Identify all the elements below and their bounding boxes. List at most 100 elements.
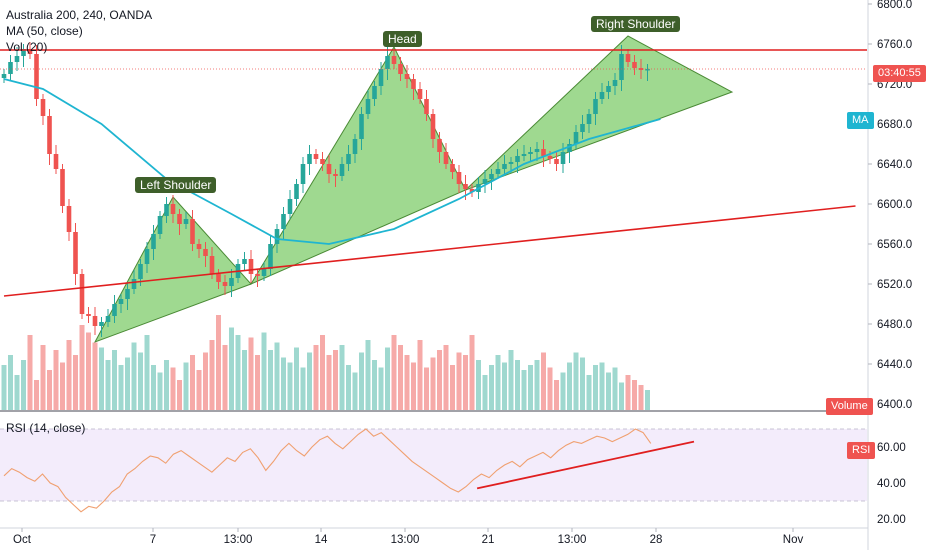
candle-body xyxy=(489,174,494,179)
time-tick-label: 28 xyxy=(650,534,663,546)
candle-body xyxy=(482,179,488,184)
rsi-tick-label: 60.00 xyxy=(877,442,906,454)
candle-body xyxy=(112,304,117,316)
volume-bar xyxy=(417,340,423,410)
volume-bar xyxy=(599,362,605,410)
volume-bar xyxy=(177,380,182,410)
rsi-tick-label: 40.00 xyxy=(877,478,906,490)
rsi-line xyxy=(3,428,652,513)
price-tick-label: 6480.0 xyxy=(877,319,912,331)
candle-body xyxy=(365,99,371,114)
candle-body xyxy=(534,149,540,152)
volume-bar xyxy=(209,340,215,410)
volume-bar xyxy=(190,355,195,410)
rsi-legend[interactable]: RSI (14, close) xyxy=(6,421,86,435)
price-panel[interactable] xyxy=(0,35,867,343)
volume-bar xyxy=(443,345,449,410)
rsi-tick-label: 20.00 xyxy=(877,514,906,526)
candle-body xyxy=(359,114,364,139)
volume-bar xyxy=(554,380,559,410)
volume-bar xyxy=(534,360,540,410)
volume-bar xyxy=(73,355,78,410)
volume-bar xyxy=(131,342,137,410)
volume-bar xyxy=(294,347,299,410)
right-shoulder-label: Right Shoulder xyxy=(591,16,681,32)
candle-body xyxy=(372,86,377,99)
volume-bar xyxy=(580,357,585,410)
candle-body xyxy=(404,74,410,79)
volume-bar xyxy=(313,345,319,410)
candle-body xyxy=(86,314,91,316)
symbol-legend[interactable]: Australia 200, 240, OANDA xyxy=(6,8,153,22)
candle-body xyxy=(1,74,7,78)
time-tick-label: 14 xyxy=(315,534,328,546)
volume-bar xyxy=(625,375,631,410)
candle-body xyxy=(79,274,85,314)
candle-body xyxy=(222,282,228,286)
volume-bar xyxy=(346,365,351,410)
volume-bar xyxy=(456,352,462,410)
volume-bar xyxy=(378,367,384,410)
volume-bar xyxy=(183,362,189,410)
volume-bar xyxy=(112,350,117,410)
price-tick-label: 6440.0 xyxy=(877,359,912,371)
candle-body xyxy=(151,234,156,249)
volume-bar xyxy=(79,325,85,410)
candle-body xyxy=(521,154,527,156)
candle-body xyxy=(398,64,403,74)
vol-legend[interactable]: Vol (20) xyxy=(6,40,48,54)
ma-line xyxy=(3,78,661,245)
candle-body xyxy=(391,56,397,64)
volume-bar xyxy=(118,365,124,410)
volume-bar xyxy=(515,360,520,410)
volume-bar xyxy=(547,367,553,410)
volume-bar xyxy=(170,367,176,410)
candle-body xyxy=(177,214,182,224)
ma-legend[interactable]: MA (50, close) xyxy=(6,24,83,38)
candle-body xyxy=(73,232,78,274)
candle-body xyxy=(144,249,150,264)
volume-bar xyxy=(638,385,644,410)
volume-bar xyxy=(372,360,377,410)
candle-body xyxy=(138,264,143,279)
volume-bar xyxy=(53,350,59,410)
volume-bar xyxy=(430,357,436,410)
volume-bar xyxy=(105,360,111,410)
support-trendline xyxy=(3,205,856,297)
volume-bar xyxy=(203,352,208,410)
volume-bar xyxy=(495,355,501,410)
time-tick-label: 13:00 xyxy=(391,534,420,546)
volume-bar xyxy=(593,365,598,410)
candle-body xyxy=(27,49,33,54)
candle-body xyxy=(638,68,644,70)
volume-bar xyxy=(1,365,7,410)
candle-body xyxy=(437,139,442,152)
countdown-tag: 03:40:55 xyxy=(873,65,926,82)
price-tick-label: 6400.0 xyxy=(877,399,912,411)
ma-tag: MA xyxy=(847,112,874,129)
candle-body xyxy=(268,244,273,269)
candle-body xyxy=(131,279,137,289)
candle-body xyxy=(619,54,624,80)
candle-body xyxy=(417,89,423,99)
candle-body xyxy=(612,80,618,86)
candle-body xyxy=(593,99,598,114)
candle-body xyxy=(183,219,189,224)
volume-bar xyxy=(300,367,306,410)
volume-bar xyxy=(365,340,371,410)
candle-body xyxy=(599,92,605,99)
candle-body xyxy=(586,114,592,124)
price-tick-label: 6560.0 xyxy=(877,239,912,251)
volume-bar xyxy=(528,365,533,410)
candle-body xyxy=(573,132,579,144)
candle-body xyxy=(463,184,468,189)
volume-bar xyxy=(216,315,221,410)
candle-body xyxy=(99,322,104,326)
volume-bar xyxy=(404,355,410,410)
volume-bar xyxy=(196,370,202,410)
volume-bar xyxy=(274,342,280,410)
volume-bar xyxy=(619,382,624,410)
rsi-panel[interactable] xyxy=(0,428,867,513)
candle-body xyxy=(229,278,234,286)
